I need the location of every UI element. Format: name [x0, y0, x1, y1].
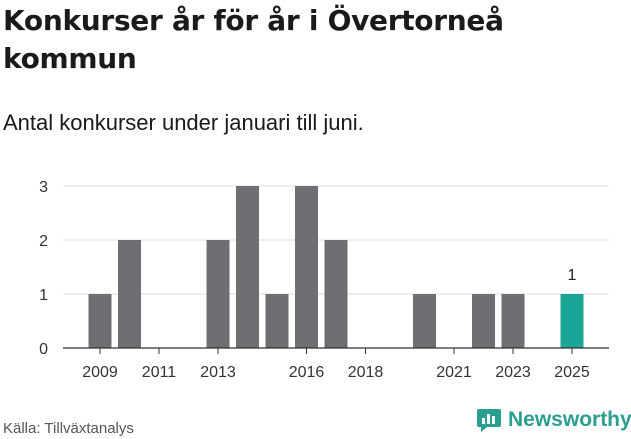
- x-tick-label: 2023: [495, 364, 531, 381]
- y-tick-label: 3: [39, 179, 48, 196]
- data-label-2025: 1: [568, 267, 577, 284]
- bar-2013: [206, 240, 230, 348]
- x-axis-ticks: 2009 2011 2013 2016 2018 2021 2023 2025: [63, 347, 609, 381]
- x-tick-label: 2013: [200, 364, 236, 381]
- bar-2022: [472, 294, 495, 348]
- y-tick-label: 2: [39, 233, 48, 250]
- x-tick-label: 2018: [348, 364, 384, 381]
- bar-2010: [118, 240, 141, 348]
- bar-2015: [265, 294, 289, 348]
- bar-2016: [295, 186, 318, 348]
- chart-subtitle: Antal konkurser under januari till juni.: [3, 110, 364, 135]
- bar-2020: [413, 294, 436, 348]
- bars: [88, 186, 584, 348]
- data-labels: 1: [568, 267, 577, 284]
- y-axis-ticks: 0 1 2 3: [39, 179, 48, 358]
- y-tick-label: 0: [39, 341, 48, 358]
- source-note: Källa: Tillväxtanalys: [3, 420, 134, 437]
- x-tick-label: 2025: [554, 364, 590, 381]
- x-tick-label: 2011: [142, 364, 177, 381]
- brand-logo: Newsworthy: [476, 407, 631, 433]
- x-tick-label: 2016: [289, 364, 325, 381]
- bar-2014: [236, 186, 259, 348]
- bar-2023: [501, 294, 525, 348]
- y-tick-label: 1: [39, 287, 48, 304]
- newsworthy-logo-icon: [477, 409, 501, 432]
- bar-2025: [560, 294, 584, 348]
- bar-2009: [88, 294, 112, 348]
- x-tick-label: 2009: [82, 364, 118, 381]
- brand-name: Newsworthy: [508, 408, 631, 431]
- bar-2017: [324, 240, 348, 348]
- x-tick-label: 2021: [436, 364, 472, 381]
- chart-title: Konkurser år för år i Övertorneå kommun: [3, 4, 504, 75]
